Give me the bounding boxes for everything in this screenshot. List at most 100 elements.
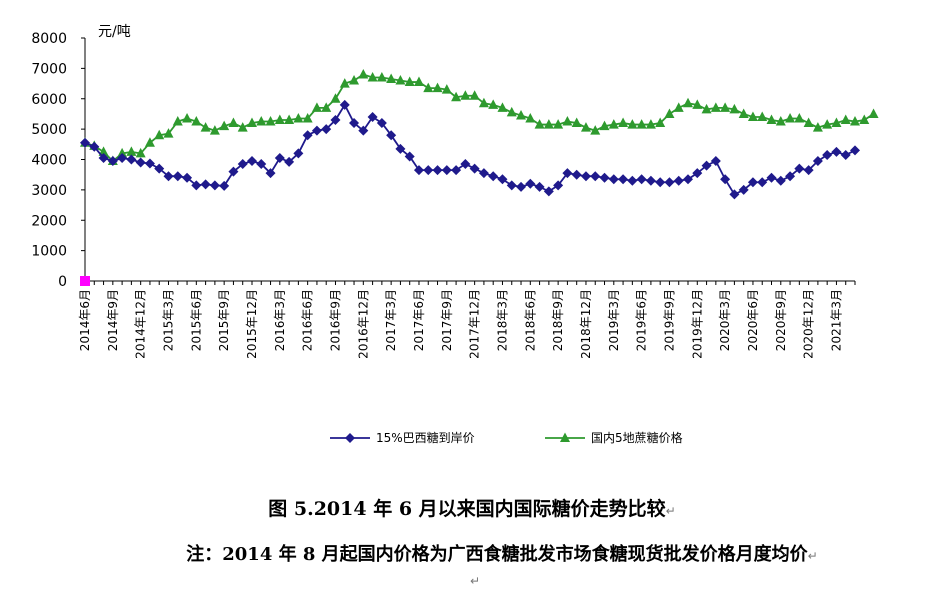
data-point: [618, 174, 629, 185]
data-point: [293, 112, 304, 123]
x-tick-label: 2018年12月: [579, 289, 593, 359]
series-brazil-cif: [80, 99, 860, 200]
data-point: [497, 174, 508, 185]
data-point: [701, 103, 712, 114]
data-point: [423, 82, 434, 93]
data-point: [321, 102, 332, 112]
data-point: [738, 108, 749, 118]
data-point: [543, 186, 554, 197]
data-point: [284, 114, 295, 125]
data-point: [311, 102, 322, 112]
data-point: [126, 154, 137, 165]
data-point: [98, 146, 109, 156]
data-point: [432, 82, 443, 93]
data-point: [831, 117, 842, 128]
legend: 15%巴西糖到岸价 国内5地蔗糖价格: [330, 430, 683, 445]
data-point: [469, 90, 480, 100]
data-point: [701, 160, 712, 171]
data-point: [859, 114, 870, 125]
data-point: [311, 125, 322, 136]
data-point: [812, 122, 823, 132]
data-point: [349, 75, 360, 85]
data-point: [729, 103, 740, 114]
data-point: [571, 169, 582, 180]
data-point: [451, 91, 462, 102]
data-point: [812, 156, 823, 167]
data-point: [636, 119, 647, 129]
data-point: [618, 117, 629, 128]
data-point: [265, 116, 276, 126]
data-point: [608, 119, 619, 129]
data-point: [757, 177, 768, 188]
paragraph-mark-2: ↵: [807, 549, 818, 563]
data-point: [840, 114, 851, 125]
paragraph-mark-3: ↵: [470, 574, 481, 588]
data-point: [302, 130, 313, 141]
x-tick-label: 2020年6月: [746, 289, 760, 351]
data-point: [237, 159, 248, 170]
data-point: [516, 181, 527, 192]
x-tick-label: 2017年12月: [468, 289, 482, 359]
x-tick-label: 2014年9月: [106, 289, 120, 351]
data-point: [386, 130, 397, 141]
data-point: [794, 163, 805, 174]
data-point: [822, 119, 833, 129]
series-domestic-cane: [80, 68, 879, 166]
data-point: [339, 78, 350, 88]
data-point: [321, 124, 332, 135]
data-point: [822, 149, 833, 160]
data-point: [803, 165, 814, 176]
data-point: [488, 99, 499, 109]
data-point: [135, 157, 146, 168]
data-point: [246, 117, 257, 128]
x-tick-label: 2020年3月: [718, 289, 732, 351]
data-point: [376, 118, 387, 129]
data-point: [330, 93, 341, 103]
data-point: [794, 112, 805, 123]
y-tick-label: 0: [58, 274, 67, 290]
data-point: [126, 146, 137, 156]
data-point: [98, 152, 109, 163]
x-tick-label: 2014年12月: [134, 289, 148, 359]
data-point: [525, 112, 536, 123]
data-point: [655, 117, 666, 128]
data-point: [395, 75, 406, 85]
data-point: [766, 114, 777, 125]
data-point: [246, 156, 257, 167]
data-point: [460, 159, 471, 170]
data-point: [358, 125, 369, 136]
data-point: [191, 116, 202, 126]
data-point: [404, 76, 415, 87]
data-point: [182, 172, 193, 183]
data-point: [349, 118, 360, 129]
y-tick-label: 6000: [31, 92, 67, 108]
data-point: [256, 159, 267, 170]
x-tick-label: 2019年12月: [690, 289, 704, 359]
data-point: [655, 177, 666, 188]
x-tick-label: 2017年6月: [412, 289, 426, 351]
data-point: [200, 179, 211, 190]
data-point: [182, 112, 193, 123]
x-tick-label: 2017年9月: [440, 289, 454, 351]
x-tick-label: 2015年12月: [245, 289, 259, 359]
data-point: [645, 175, 656, 186]
data-point: [107, 156, 118, 167]
data-point: [785, 171, 796, 182]
x-tick-label: 2016年12月: [356, 289, 370, 359]
x-tick-label: 2019年6月: [635, 289, 649, 351]
data-point: [274, 114, 285, 125]
x-tick-label: 2015年9月: [217, 289, 231, 351]
x-tick-label: 2020年9月: [774, 289, 788, 351]
data-point: [163, 128, 174, 138]
data-point: [413, 165, 424, 176]
data-point: [488, 171, 499, 182]
data-point: [441, 165, 452, 176]
data-point: [840, 149, 851, 160]
data-point: [386, 73, 397, 84]
series-line: [84, 102, 856, 196]
data-point: [395, 143, 406, 154]
y-tick-label: 8000: [31, 31, 67, 47]
x-tick-label: 2015年3月: [161, 289, 175, 351]
data-point: [673, 102, 684, 112]
y-tick-label: 3000: [31, 183, 67, 199]
